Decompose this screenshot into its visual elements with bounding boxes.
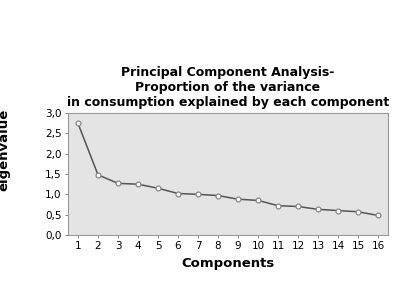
Title: Principal Component Analysis-
Proportion of the variance
in consumption explaine: Principal Component Analysis- Proportion…: [67, 66, 389, 109]
Text: eigenvalue: eigenvalue: [0, 109, 10, 191]
X-axis label: Components: Components: [181, 257, 275, 270]
